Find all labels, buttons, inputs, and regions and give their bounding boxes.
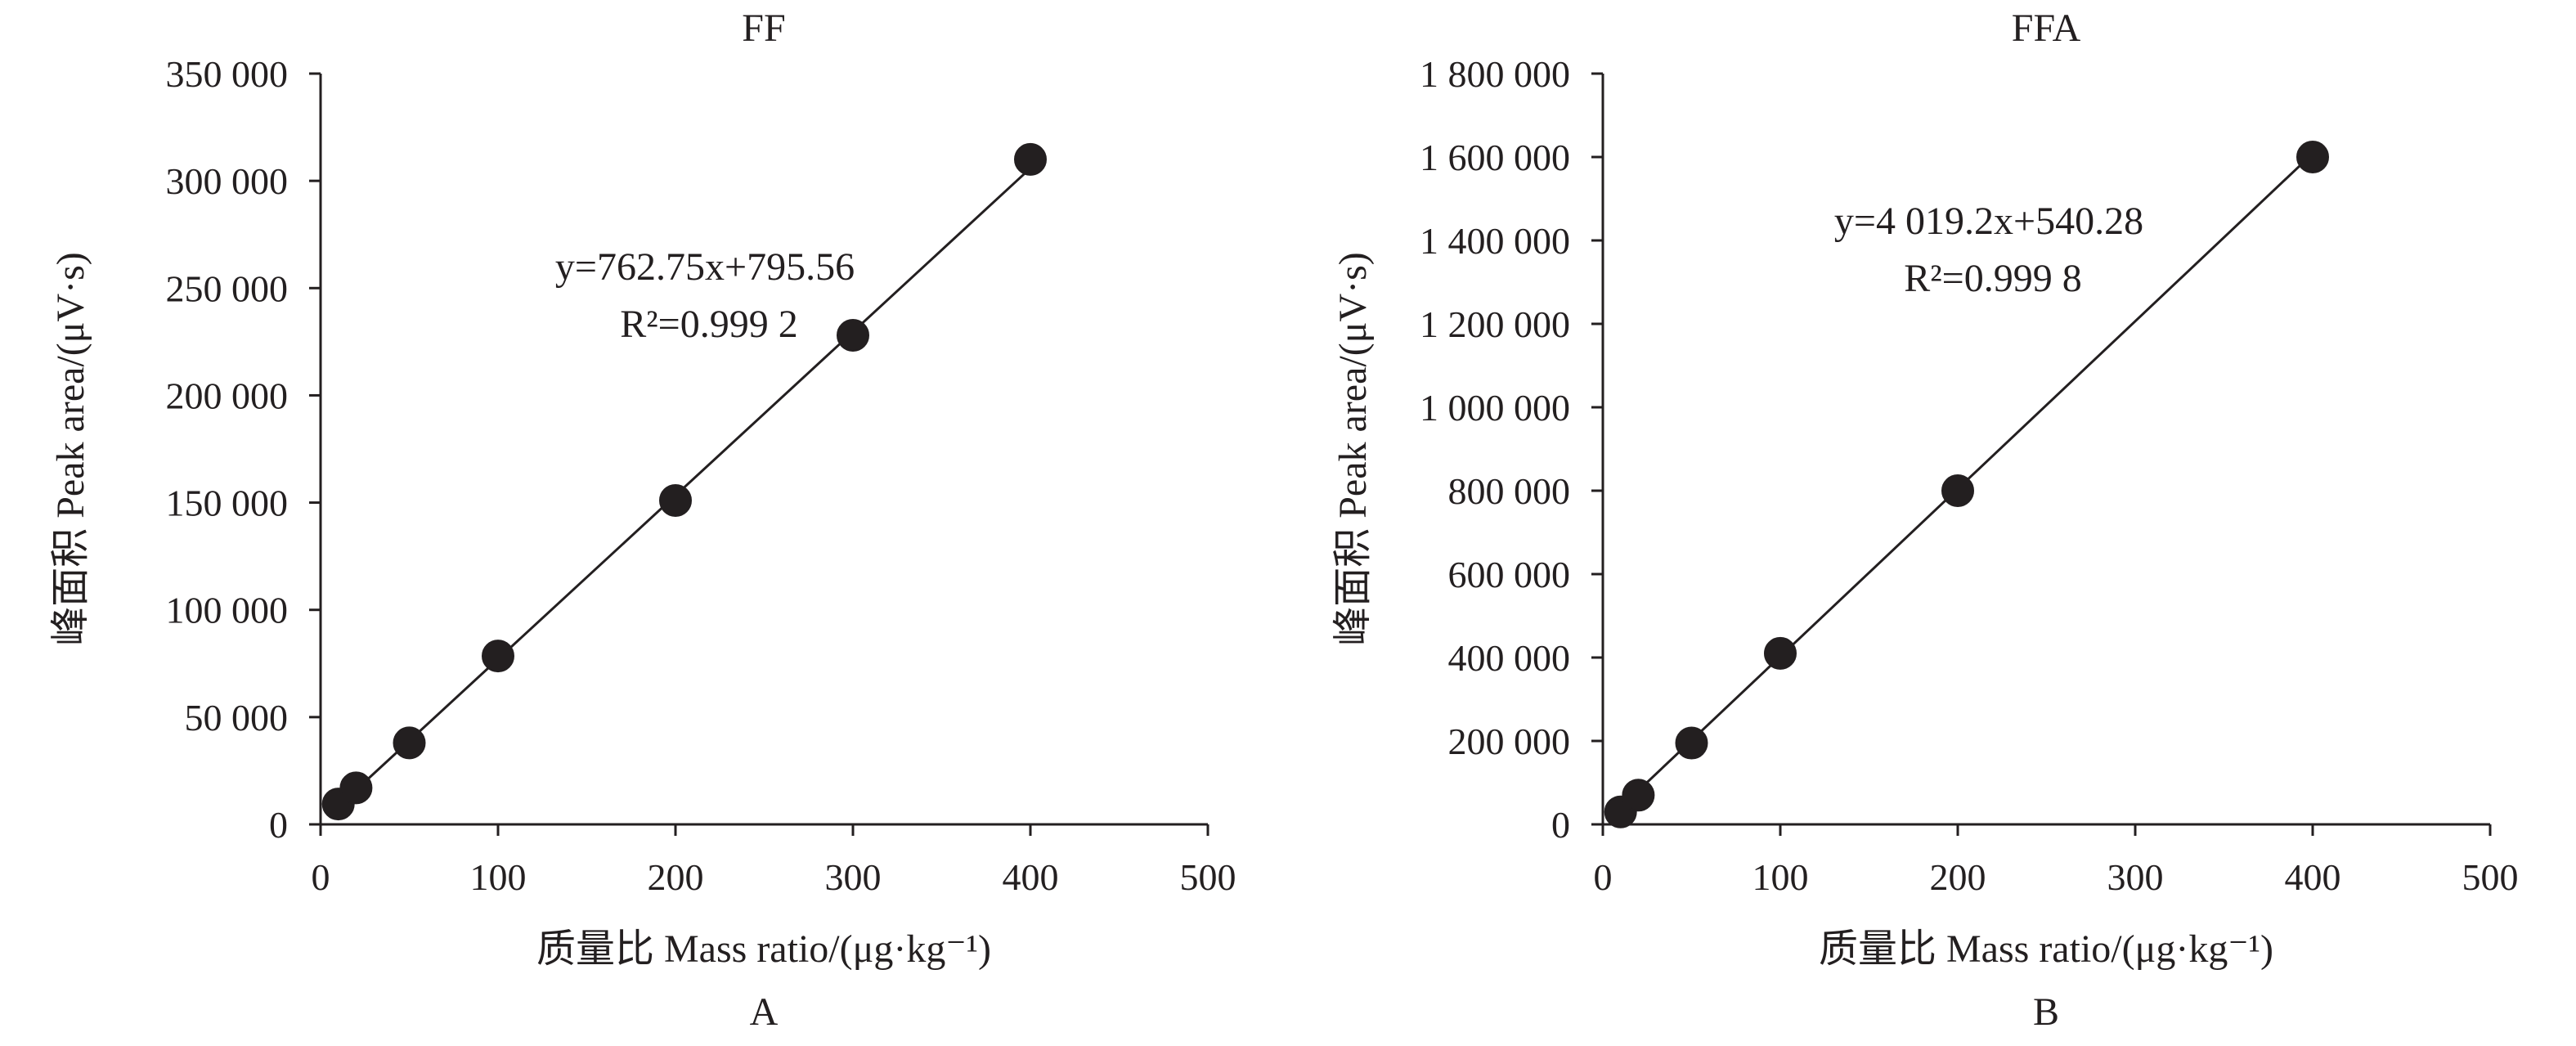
y-tick-label: 1 600 000 (1420, 137, 1570, 178)
x-tick-label: 200 (648, 856, 704, 898)
data-point (659, 483, 692, 517)
data-point (393, 726, 426, 760)
regression-equation: y=762.75x+795.56 (555, 245, 855, 289)
y-tick-label: 600 000 (1448, 554, 1571, 595)
r-squared-label: R²=0.999 2 (620, 303, 797, 346)
y-tick-label: 100 000 (166, 590, 289, 631)
x-tick-label: 0 (312, 856, 330, 898)
data-point (1764, 636, 1797, 670)
data-point (482, 640, 514, 673)
x-tick-label: 100 (470, 856, 527, 898)
panel-a: 0 50 000 100 000 150 000 200 000 250 000 300 0… (49, 7, 1236, 1034)
chart-title: FFA (2012, 7, 2081, 50)
y-tick-label: 200 000 (166, 375, 289, 416)
y-tick-label: 1 400 000 (1420, 220, 1570, 262)
x-axis-label: 质量比 Mass ratio/(μg·kg⁻¹) (536, 927, 991, 971)
regression-equation: y=4 019.2x+540.28 (1834, 200, 2143, 243)
panel-b: 0 200 000 400 000 600 000 800 000 1 000 000 1 … (1331, 7, 2519, 1034)
y-tick-label: 800 000 (1448, 470, 1571, 512)
y-tick-label: 0 (1551, 804, 1570, 846)
x-axis-label: 质量比 Mass ratio/(μg·kg⁻¹) (1819, 927, 2273, 971)
y-tick-label: 50 000 (185, 697, 289, 738)
x-tick-label: 300 (2107, 856, 2164, 898)
y-tick-label: 300 000 (166, 160, 289, 202)
y-axis-label: 峰面积 Peak area/(μV·s) (49, 252, 92, 646)
data-point (1622, 779, 1655, 812)
y-tick-label: 200 000 (1448, 721, 1571, 762)
x-tick-label: 100 (1752, 856, 1809, 898)
chart-title: FF (742, 7, 785, 50)
y-tick-label: 400 000 (1448, 637, 1571, 679)
x-tick-label: 400 (1003, 856, 1059, 898)
data-point (1675, 726, 1708, 760)
y-tick-label: 150 000 (166, 483, 289, 524)
y-tick-label: 1 200 000 (1420, 303, 1570, 345)
y-tick-label: 0 (269, 804, 288, 846)
data-point (1014, 142, 1047, 176)
x-tick-label: 500 (1180, 856, 1236, 898)
y-tick-label: 1 000 000 (1420, 387, 1570, 429)
x-tick-label: 0 (1594, 856, 1613, 898)
y-tick-label: 250 000 (166, 267, 289, 309)
x-tick-label: 500 (2462, 856, 2519, 898)
y-tick-label: 350 000 (166, 53, 289, 95)
x-tick-label: 200 (1930, 856, 1986, 898)
data-point (1941, 474, 1974, 507)
x-tick-label: 300 (825, 856, 882, 898)
data-point (837, 318, 869, 352)
y-tick-label: 1 800 000 (1420, 53, 1570, 95)
r-squared-label: R²=0.999 8 (1904, 257, 2081, 300)
x-tick-label: 400 (2285, 856, 2341, 898)
y-axis-label: 峰面积 Peak area/(μV·s) (1331, 252, 1375, 646)
data-point (2296, 141, 2329, 173)
panel-label: A (750, 990, 779, 1034)
panel-label: B (2033, 990, 2059, 1034)
data-point (339, 771, 373, 805)
